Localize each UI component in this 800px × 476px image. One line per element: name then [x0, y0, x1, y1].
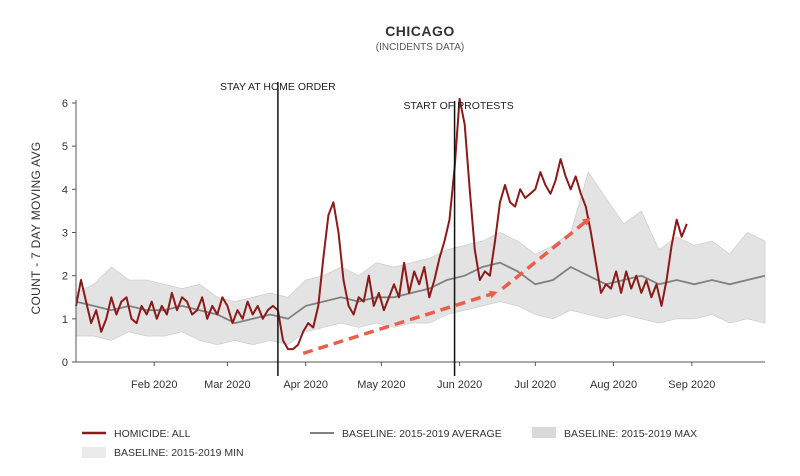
x-tick-label: Jul 2020 [515, 379, 557, 391]
y-tick-label: 5 [62, 141, 68, 153]
legend-label: BASELINE: 2015-2019 MIN [114, 447, 244, 459]
baseline-average-line [75, 261, 766, 325]
baseline-max-min-band [75, 171, 766, 346]
y-tick-label: 4 [62, 184, 68, 196]
y-tick-label: 6 [62, 98, 68, 110]
legend-item-average[interactable]: BASELINE: 2015-2019 AVERAGE [310, 428, 502, 440]
event-label: STAY AT HOME ORDER [220, 81, 336, 93]
x-tick-label: May 2020 [357, 379, 405, 391]
trend-arrow [302, 290, 498, 356]
trend-arrows [302, 217, 591, 356]
y-tick-label: 1 [62, 314, 68, 326]
x-tick-label: Aug 2020 [590, 379, 637, 391]
legend: HOMICIDE: ALL BASELINE: 2015-2019 AVERAG… [82, 427, 697, 459]
event-label: START OF PROTESTS [403, 100, 513, 112]
event-markers: STAY AT HOME ORDER START OF PROTESTS [220, 81, 514, 376]
baseline-band [75, 171, 766, 346]
legend-item-max[interactable]: BASELINE: 2015-2019 MAX [532, 427, 697, 440]
series-lines [75, 97, 766, 351]
legend-item-homicide[interactable]: HOMICIDE: ALL [82, 428, 191, 440]
legend-label: BASELINE: 2015-2019 MAX [564, 428, 697, 440]
y-tick-label: 2 [62, 271, 68, 283]
legend-label: HOMICIDE: ALL [114, 428, 191, 440]
chart-title: CHICAGO [385, 23, 455, 39]
homicide-line [75, 97, 688, 351]
y-axis-label: COUNT - 7 DAY MOVING AVG [29, 141, 43, 314]
legend-label: BASELINE: 2015-2019 AVERAGE [342, 428, 502, 440]
y-tick-label: 3 [62, 228, 68, 240]
x-tick-label: Feb 2020 [131, 379, 177, 391]
chart-subtitle: (INCIDENTS DATA) [376, 42, 465, 53]
x-tick-label: Jun 2020 [437, 379, 482, 391]
legend-item-min[interactable]: BASELINE: 2015-2019 MIN [82, 447, 244, 459]
axes: 0 1 2 3 4 5 6 Feb 2020 Mar 2020 Apr 2020 May 2020 J… [62, 98, 765, 391]
x-tick-label: Sep 2020 [668, 379, 715, 391]
x-tick-label: Apr 2020 [283, 379, 328, 391]
x-tick-label: Mar 2020 [204, 379, 250, 391]
trend-arrow [501, 217, 591, 290]
y-tick-label: 0 [62, 357, 68, 369]
